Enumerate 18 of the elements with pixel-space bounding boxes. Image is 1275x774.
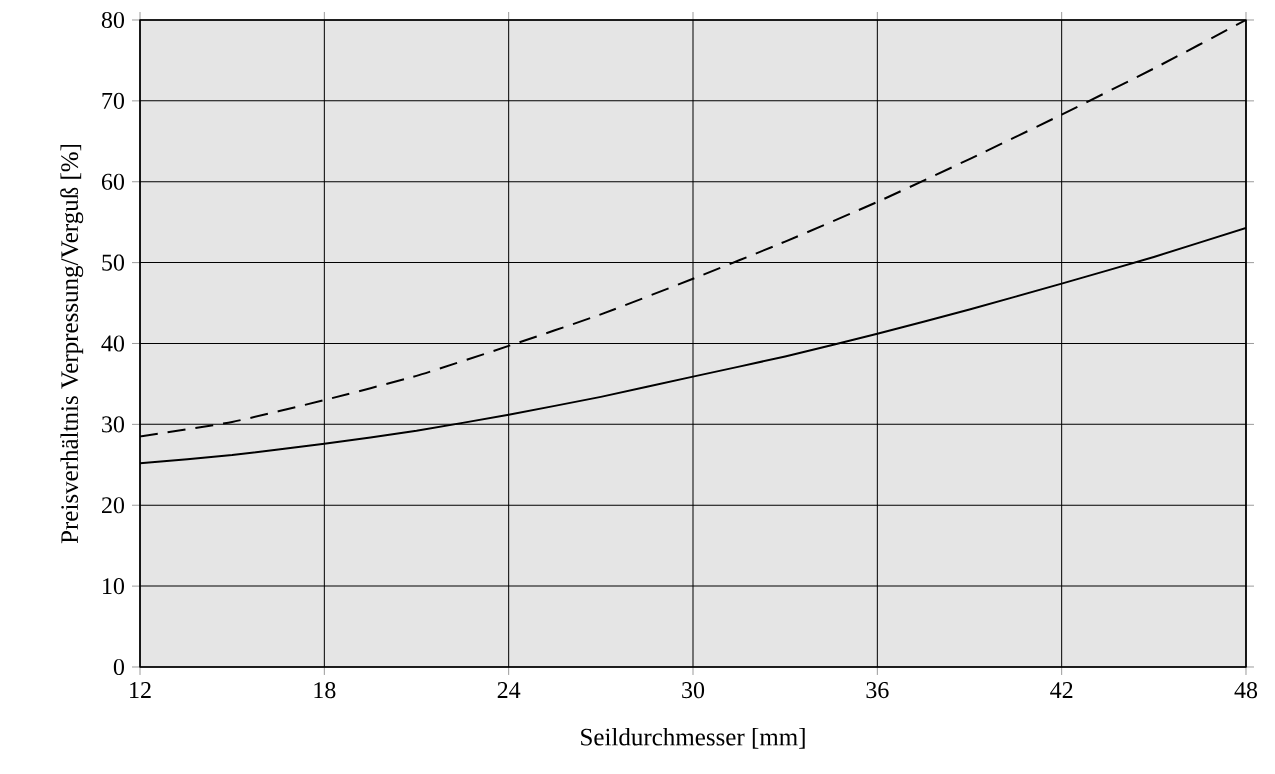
y-tick-label: 10 [103,578,125,595]
x-tick-label: 12 [130,682,151,698]
y-tick-label: 40 [101,335,125,352]
y-tick-label: 30 [102,416,125,433]
x-axis-title: Seildurchmesser [mm] [581,727,805,749]
x-tick-label: 48 [1234,682,1258,699]
x-tick-label: 18 [314,682,336,699]
y-tick-label: 20 [102,497,125,514]
y-tick-label: 50 [102,254,125,271]
y-tick-label: 0 [113,658,125,676]
x-tick-label: 42 [1050,682,1073,698]
x-tick-label: 24 [497,682,521,698]
y-axis-title: Preisverhältnis Verpressung/Verguß [%] [60,144,84,544]
x-tick-label: 30 [682,682,705,699]
y-tick-label: 80 [101,11,125,29]
y-tick-label: 70 [102,92,125,109]
y-tick-label: 60 [101,173,125,190]
x-tick-label: 36 [866,682,889,699]
